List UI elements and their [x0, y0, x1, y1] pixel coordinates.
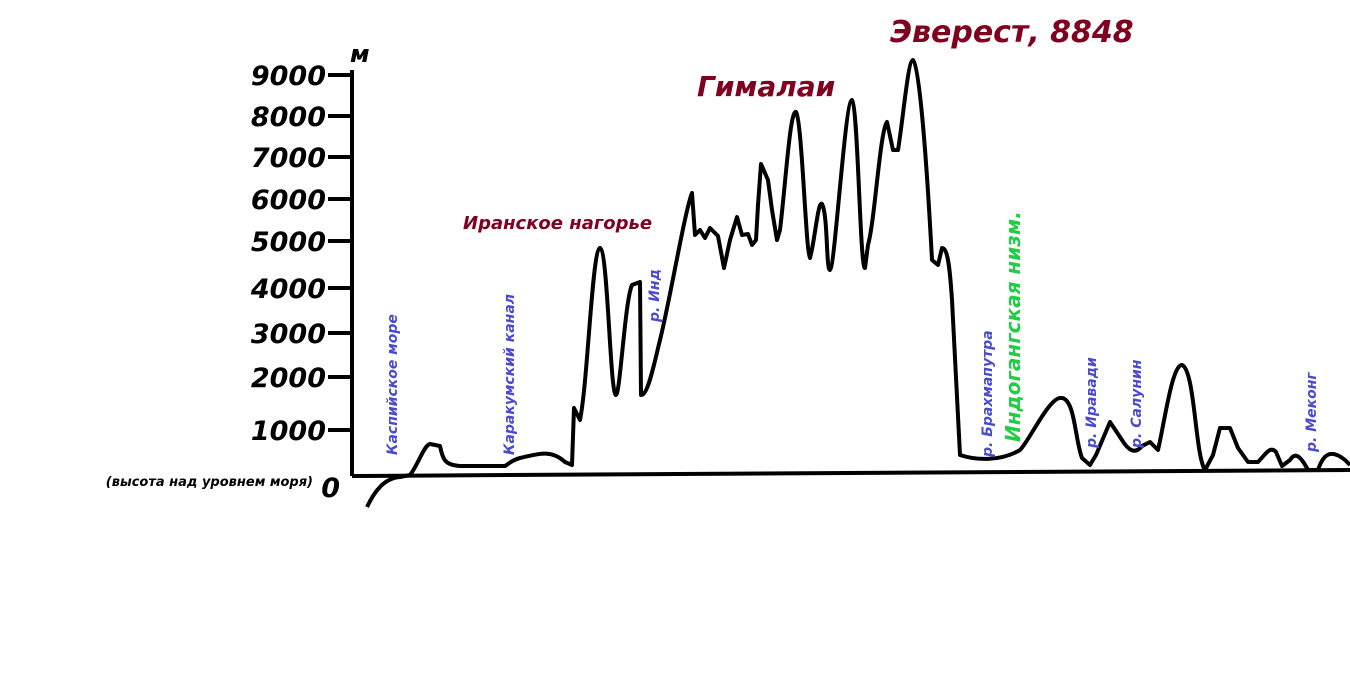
place-label: р. Салунин: [1129, 359, 1145, 449]
region-label: Иранское нагорье: [463, 213, 652, 234]
tick-label: 5000: [251, 227, 326, 258]
tick-label: 6000: [251, 185, 326, 216]
place-label: Каспийское море: [385, 314, 401, 455]
place-label: р. Меконг: [1304, 372, 1320, 453]
axes: [328, 70, 1350, 478]
place-label: Каракумский канал: [502, 294, 518, 455]
tick-label: 9000: [251, 61, 326, 92]
place-label: р. Брахмапутра: [980, 330, 996, 458]
axis-note: (высота над уровнем моря): [106, 475, 313, 490]
peak-label: Эверест, 8848: [890, 15, 1134, 50]
tick-label: 2000: [251, 363, 326, 394]
tick-label: 3000: [251, 319, 326, 350]
tick-label: 0: [321, 473, 340, 504]
place-label: р. Инд: [647, 269, 663, 323]
profile-curve: [365, 58, 1350, 508]
tick-label: 8000: [251, 102, 326, 133]
tick-label: 7000: [251, 143, 326, 174]
region-label: Гималаи: [697, 70, 835, 103]
tick-label: 1000: [251, 416, 326, 447]
place-label: р. Иравади: [1084, 357, 1100, 449]
axis-unit: м: [350, 40, 370, 68]
baseline: [351, 468, 1350, 478]
region-label: Индогангская низм.: [1001, 211, 1025, 442]
tick-label: 4000: [250, 274, 326, 305]
